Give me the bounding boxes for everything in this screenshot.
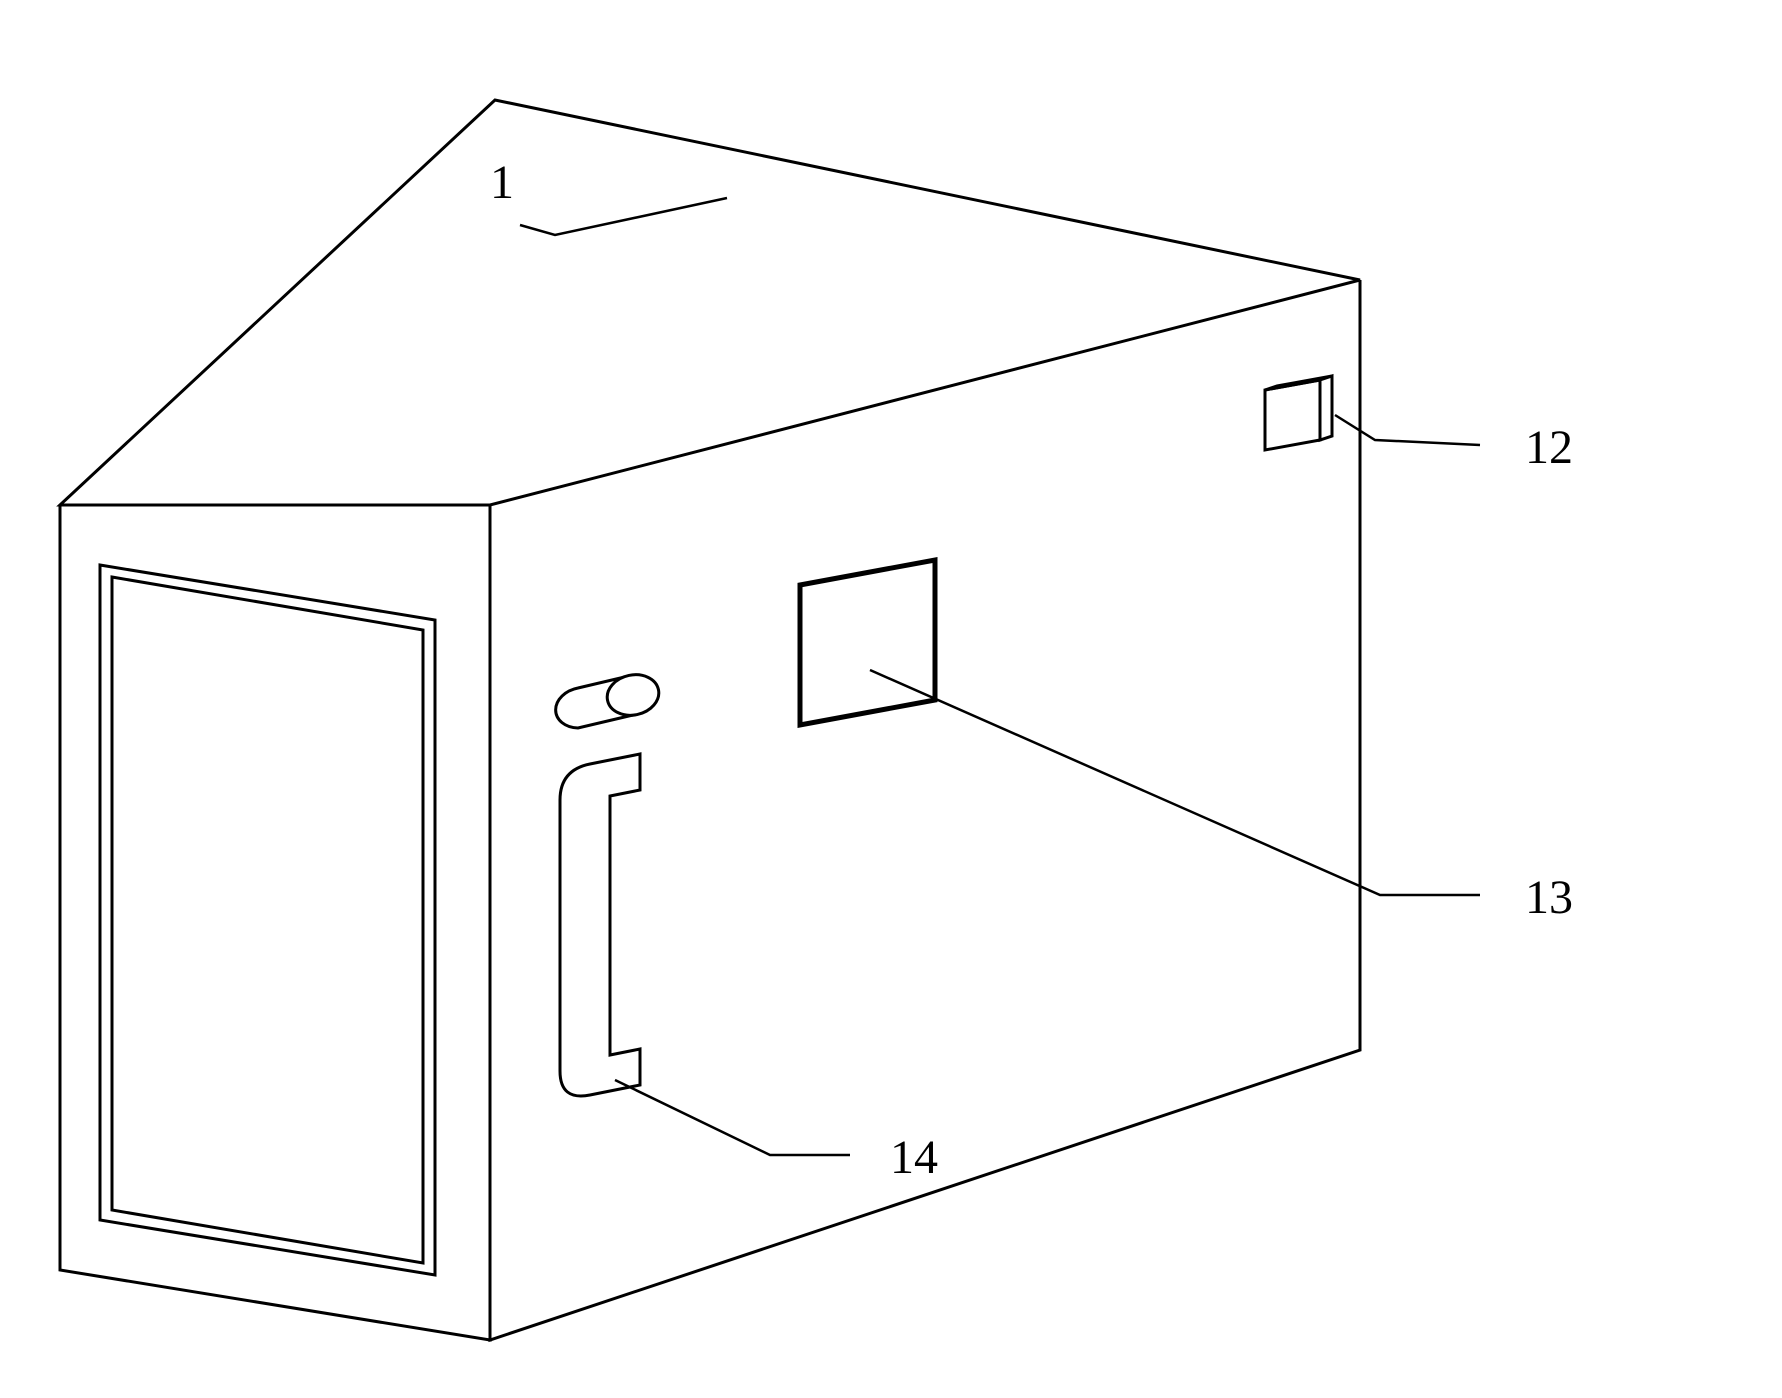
diagram-canvas xyxy=(0,0,1782,1398)
leader-lines xyxy=(520,198,1480,1155)
small-panel xyxy=(1265,376,1332,450)
handle-assembly xyxy=(556,670,663,1096)
label-1: 1 xyxy=(490,155,514,210)
label-12: 12 xyxy=(1525,420,1573,475)
window-opening xyxy=(800,560,935,725)
main-body xyxy=(60,100,1360,1340)
label-13: 13 xyxy=(1525,870,1573,925)
label-14: 14 xyxy=(890,1130,938,1185)
front-panel xyxy=(100,565,435,1275)
